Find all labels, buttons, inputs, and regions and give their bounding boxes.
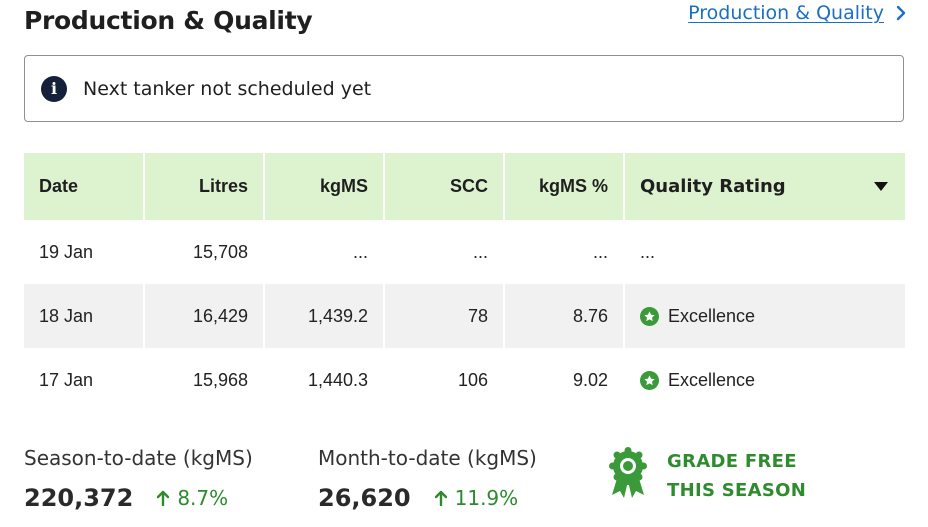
cell-kgms: 1,439.2: [264, 284, 385, 348]
chevron-right-icon: [896, 5, 906, 21]
cell-kgms-percent: 9.02: [504, 348, 625, 412]
quality-rating-text: Excellence: [668, 305, 756, 326]
grade-free-badge: GRADE FREE THIS SEASON: [607, 447, 806, 505]
cell-date: 18 Jan: [24, 284, 145, 348]
column-header-litres[interactable]: Litres: [144, 153, 265, 220]
month-change-value: 11.9%: [454, 486, 519, 510]
cell-litres: 16,429: [144, 284, 265, 348]
cell-quality-rating: Excellence: [624, 348, 905, 412]
season-to-date-stat: Season-to-date (kgMS) 220,372 8.7%: [24, 446, 253, 512]
cell-litres: 15,968: [144, 348, 265, 412]
quality-rating-text: Excellence: [668, 369, 756, 390]
info-icon: i: [41, 75, 67, 102]
month-to-date-value: 26,620: [318, 484, 411, 512]
season-to-date-label: Season-to-date (kgMS): [24, 446, 253, 470]
cell-kgms: ...: [264, 220, 385, 284]
table-row: 19 Jan 15,708 ... ... ... ...: [24, 220, 905, 284]
month-change: 11.9%: [434, 486, 519, 510]
season-to-date-value: 220,372: [24, 484, 134, 512]
column-header-kgms[interactable]: kgMS: [264, 153, 385, 220]
cell-date: 19 Jan: [24, 220, 145, 284]
cell-quality-rating: Excellence: [624, 284, 905, 348]
page-title: Production & Quality: [24, 6, 313, 35]
production-quality-link[interactable]: Production & Quality: [688, 2, 906, 24]
cell-kgms-percent: ...: [504, 220, 625, 284]
column-header-kgms-percent[interactable]: kgMS %: [504, 153, 625, 220]
table-row: 17 Jan 15,968 1,440.3 106 9.02 Excellenc…: [24, 348, 905, 412]
grade-free-line2: THIS SEASON: [667, 480, 807, 501]
grade-free-line1: GRADE FREE: [667, 451, 797, 472]
season-change: 8.7%: [157, 486, 228, 510]
tanker-alert: i Next tanker not scheduled yet: [24, 55, 904, 122]
sort-caret-icon[interactable]: [874, 182, 888, 191]
table-header-row: Date Litres kgMS SCC kgMS % Quality Rati…: [24, 153, 905, 220]
excellence-star-icon: [640, 306, 659, 326]
award-ribbon-icon: [609, 447, 647, 498]
column-header-quality-rating[interactable]: Quality Rating: [624, 153, 905, 220]
month-to-date-stat: Month-to-date (kgMS) 26,620 11.9%: [318, 446, 537, 512]
month-to-date-label: Month-to-date (kgMS): [318, 446, 537, 470]
alert-message: Next tanker not scheduled yet: [83, 77, 372, 100]
production-table: Date Litres kgMS SCC kgMS % Quality Rati…: [24, 153, 905, 412]
cell-scc: 78: [384, 284, 505, 348]
cell-scc: 106: [384, 348, 505, 412]
production-quality-link-label[interactable]: Production & Quality: [688, 2, 884, 24]
excellence-star-icon: [640, 370, 659, 390]
quality-rating-label: Quality Rating: [640, 176, 786, 197]
cell-date: 17 Jan: [24, 348, 145, 412]
column-header-date[interactable]: Date: [24, 153, 145, 220]
cell-kgms-percent: 8.76: [504, 284, 625, 348]
cell-scc: ...: [384, 220, 505, 284]
cell-kgms: 1,440.3: [264, 348, 385, 412]
season-change-value: 8.7%: [177, 486, 229, 510]
table-row: 18 Jan 16,429 1,439.2 78 8.76 Excellence: [24, 284, 905, 348]
cell-litres: 15,708: [144, 220, 265, 284]
column-header-scc[interactable]: SCC: [384, 153, 505, 220]
arrow-up-icon: [157, 490, 170, 506]
cell-quality-rating: ...: [640, 241, 656, 262]
arrow-up-icon: [434, 490, 447, 506]
